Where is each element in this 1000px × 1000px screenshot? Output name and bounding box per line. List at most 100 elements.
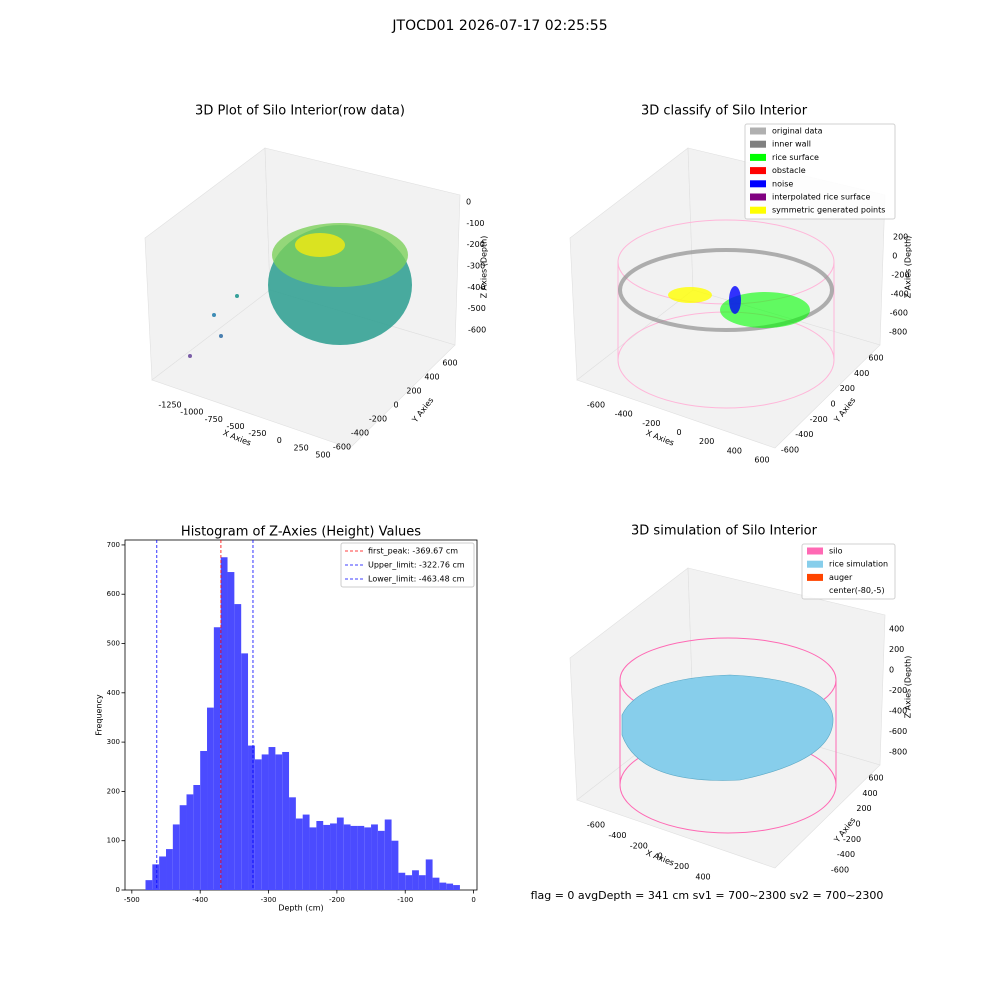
- legend-box: [744, 123, 896, 220]
- z-tick-label: -800: [889, 328, 907, 337]
- x-axis-label: X Axies: [645, 428, 676, 447]
- z-axis-label: Z Axies (Depth): [904, 656, 913, 719]
- y-tick-label: -600: [781, 446, 799, 455]
- x-tick-label: -400: [608, 831, 626, 840]
- legend-swatch: [807, 560, 823, 568]
- bar: [172, 824, 180, 890]
- legend-label: silo: [829, 547, 843, 556]
- z-tick-label: -600: [889, 727, 907, 736]
- y-tick-label: -200: [369, 415, 387, 424]
- legend-label: obstacle: [772, 166, 806, 175]
- x-tick-label: -1250: [158, 401, 181, 410]
- bar: [350, 825, 358, 890]
- bar: [323, 824, 331, 890]
- z-axis-label: Z Axies (Depth): [904, 236, 913, 299]
- y-tick-label: 0: [116, 886, 120, 894]
- bar: [384, 819, 392, 890]
- x-tick-label: 0: [277, 436, 282, 445]
- z-tick-label: -400: [467, 283, 485, 292]
- x-tick-label: -400: [615, 410, 633, 419]
- legend-label: original data: [772, 127, 823, 136]
- bar: [193, 785, 201, 890]
- bar: [357, 825, 365, 890]
- bar: [405, 875, 413, 890]
- bar: [261, 754, 269, 890]
- footer: flag = 0 avgDepth = 341 cm sv1 = 700~230…: [531, 889, 884, 902]
- x-tick-label: 200: [699, 437, 714, 446]
- bar: [248, 745, 255, 890]
- legend-label: inner wall: [772, 140, 811, 149]
- bar: [166, 849, 173, 890]
- legend-label: auger: [829, 573, 853, 582]
- y-tick-label: 200: [856, 804, 871, 813]
- y-tick-label: 500: [107, 640, 120, 648]
- bar: [446, 883, 454, 890]
- bar: [275, 754, 283, 890]
- z-tick-label: -400: [891, 290, 909, 299]
- x-tick-label: 0: [471, 896, 475, 904]
- z-tick-label: -400: [889, 707, 907, 716]
- y-tick-label: -200: [810, 415, 828, 424]
- y-tick-label: 200: [406, 387, 421, 396]
- z-tick-label: -200: [889, 686, 907, 695]
- x-tick-label: -600: [587, 821, 605, 830]
- bar: [179, 805, 187, 890]
- y-tick-label: 600: [868, 354, 883, 363]
- y-axis-label: Frequency: [95, 694, 104, 736]
- bar: [343, 824, 351, 890]
- bar: [152, 864, 160, 890]
- y-tick-label: 400: [862, 789, 877, 798]
- z-tick-label: 200: [889, 645, 904, 654]
- bar: [330, 823, 337, 890]
- z-tick-label: -800: [889, 748, 907, 757]
- bar: [254, 759, 262, 890]
- y-tick-label: -600: [333, 443, 351, 452]
- z-tick-label: -500: [468, 304, 486, 313]
- legend-label: Upper_limit: -322.76 cm: [368, 561, 465, 570]
- y-tick-label: 200: [107, 787, 120, 795]
- y-tick-label: -200: [843, 835, 861, 844]
- bar: [234, 604, 242, 890]
- legend-label: first_peak: -369.67 cm: [368, 547, 458, 556]
- x-tick-label: -600: [587, 401, 605, 410]
- legend-swatch: [807, 547, 823, 555]
- legend-swatch: [750, 167, 766, 175]
- x-tick-label: 400: [727, 446, 742, 455]
- legend-label: Lower_limit: -463.48 cm: [368, 575, 465, 584]
- bar: [241, 653, 249, 890]
- legend-box: [801, 543, 896, 600]
- x-tick-label: 200: [674, 862, 689, 871]
- bar: [200, 750, 208, 890]
- bar: [213, 627, 221, 890]
- bar: [145, 880, 153, 890]
- y-tick-label: 0: [855, 820, 860, 829]
- y-tick-label: -600: [831, 866, 849, 875]
- x-axis-label: Depth (cm): [278, 904, 323, 913]
- x-tick-label: -300: [261, 896, 277, 904]
- bar: [207, 707, 214, 890]
- bar: [282, 751, 290, 890]
- bar: [336, 817, 344, 890]
- bar: [371, 824, 378, 890]
- x-tick-label: -750: [205, 415, 223, 424]
- x-tick-label: -1000: [180, 408, 203, 417]
- y-tick-label: 600: [442, 359, 457, 368]
- bar: [268, 747, 276, 890]
- z-tick-label: 0: [892, 252, 897, 261]
- y-tick-label: 100: [107, 837, 120, 845]
- bar: [391, 840, 399, 890]
- legend-swatch: [750, 140, 766, 148]
- x-tick-label: 250: [294, 443, 309, 452]
- legend-swatch: [750, 180, 766, 188]
- chart-title: Histogram of Z-Axies (Height) Values: [181, 525, 421, 540]
- x-tick-label: -250: [248, 429, 266, 438]
- z-tick-label: 400: [889, 625, 904, 634]
- legend-swatch: [750, 127, 766, 135]
- z-tick-label: 200: [893, 233, 908, 242]
- y-tick-label: 400: [424, 373, 439, 382]
- y-tick-label: 600: [107, 590, 120, 598]
- x-tick-label: -200: [329, 896, 345, 904]
- x-tick-label: 500: [315, 451, 330, 460]
- y-tick-label: 200: [840, 384, 855, 393]
- y-axis-label: Y Axies: [410, 396, 436, 425]
